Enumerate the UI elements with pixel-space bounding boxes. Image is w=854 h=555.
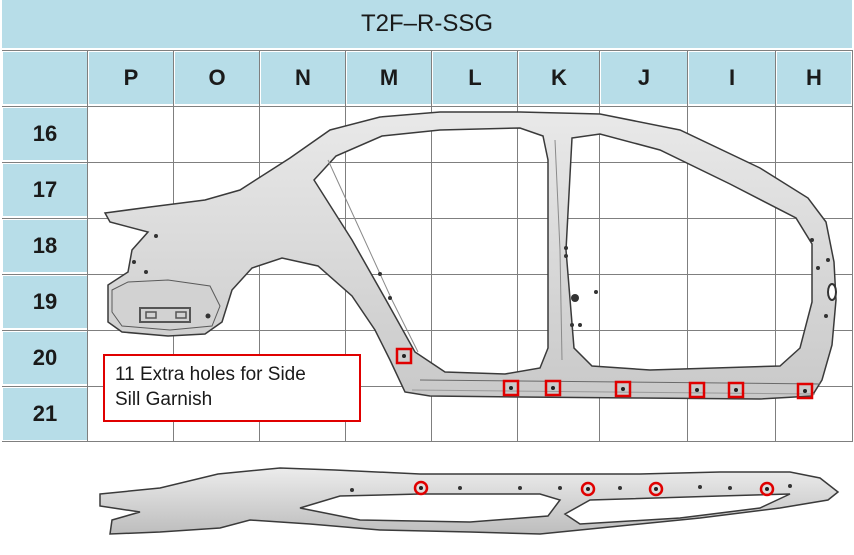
column-header-m: M [347, 52, 431, 104]
column-header-p: P [89, 52, 173, 104]
side-panel-body [103, 111, 837, 400]
callout-line-2: Sill Garnish [115, 389, 213, 410]
row-header-19: 19 [3, 276, 87, 328]
diagram-title: T2F–R-SSG [2, 0, 852, 48]
row-header-17: 17 [3, 164, 87, 216]
column-header-h: H [777, 52, 851, 104]
corner-cell [3, 52, 87, 104]
row-header-16: 16 [3, 108, 87, 160]
panel-holes [132, 234, 830, 327]
callout-line-1: 11 Extra holes for Side [115, 364, 306, 385]
column-header-k: K [519, 52, 599, 104]
column-header-l: L [433, 52, 517, 104]
row-header-20: 20 [3, 332, 87, 384]
column-header-o: O [175, 52, 259, 104]
arch-stamp [139, 307, 191, 323]
sill-view [99, 467, 840, 535]
sill-holes [350, 484, 792, 492]
callout-box: 11 Extra holes for Side Sill Garnish [103, 354, 361, 422]
highlighted-holes-sill [413, 480, 775, 497]
fuel-door-hole [827, 283, 837, 301]
row-header-21: 21 [3, 388, 87, 440]
highlighted-holes-main [395, 347, 814, 400]
column-header-i: I [689, 52, 775, 104]
row-header-18: 18 [3, 220, 87, 272]
column-header-n: N [261, 52, 345, 104]
column-header-j: J [601, 52, 687, 104]
